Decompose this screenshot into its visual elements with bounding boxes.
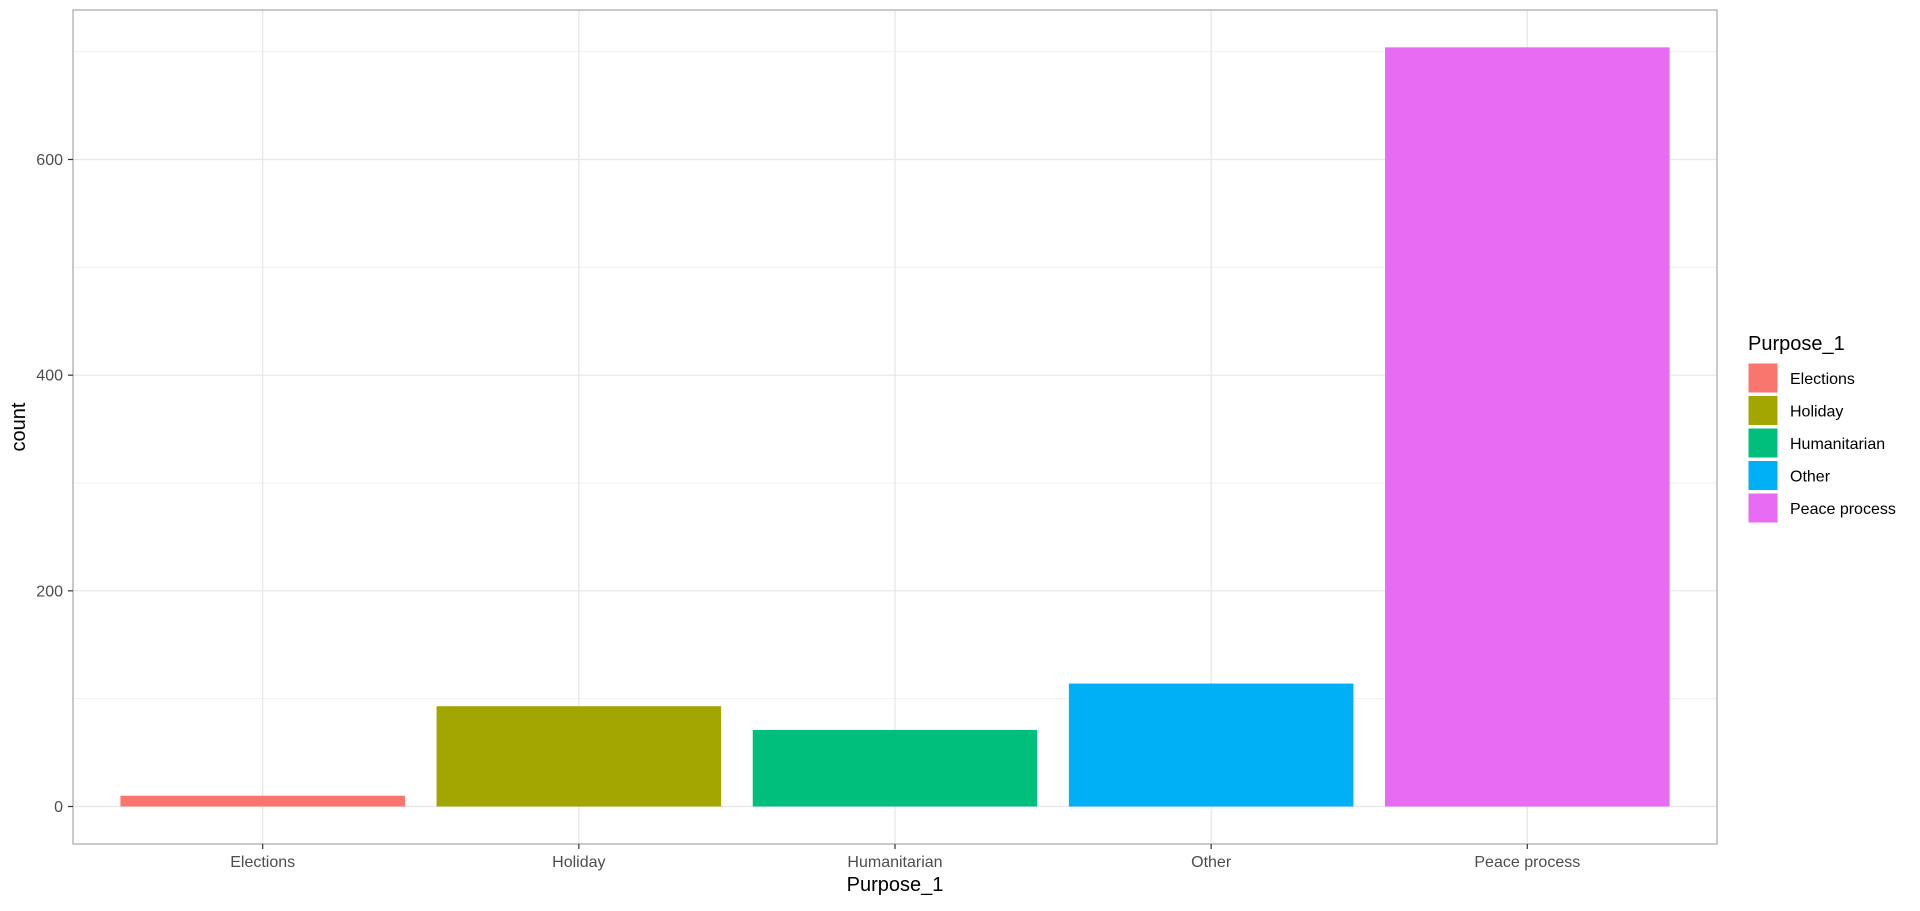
x-tick-label: Holiday [552, 854, 605, 871]
y-tick-label: 0 [54, 799, 63, 816]
legend-items: Elections Holiday Humanitarian Other Peace p… [1747, 362, 1896, 524]
y-tick-label: 400 [36, 368, 63, 385]
bars [120, 47, 1670, 807]
legend-key-elections [1747, 362, 1779, 394]
y-tick-label: 600 [36, 152, 63, 169]
legend-title: Purpose_1 [1748, 333, 1845, 355]
x-axis-ticks: Elections Holiday Humanitarian Other Peace p… [230, 844, 1580, 871]
y-axis-title: count [8, 402, 30, 451]
bar-holiday [436, 706, 722, 807]
bar-humanitarian [752, 729, 1038, 807]
legend-label: Holiday [1790, 404, 1843, 421]
x-tick-label: Peace process [1474, 854, 1580, 871]
legend: Purpose_1 Elections Holiday Humanitarian Ot… [1747, 333, 1896, 524]
legend-key-other [1747, 460, 1779, 491]
x-tick-label: Other [1191, 854, 1232, 871]
legend-label: Peace process [1790, 501, 1896, 518]
bar-elections [120, 795, 405, 807]
y-axis-ticks: 0 200 400 600 [36, 152, 73, 816]
x-tick-label: Elections [230, 854, 295, 871]
legend-label: Other [1790, 469, 1831, 486]
legend-label: Elections [1790, 371, 1855, 388]
legend-key-holiday [1747, 395, 1779, 426]
x-axis-title: Purpose_1 [847, 874, 944, 896]
legend-key-peace-process [1747, 492, 1779, 524]
y-tick-label: 200 [36, 583, 63, 600]
bar-other [1068, 683, 1354, 807]
legend-key-humanitarian [1747, 427, 1779, 459]
x-tick-label: Humanitarian [847, 854, 942, 871]
bar-peace-process [1385, 47, 1670, 807]
legend-label: Humanitarian [1790, 436, 1885, 453]
